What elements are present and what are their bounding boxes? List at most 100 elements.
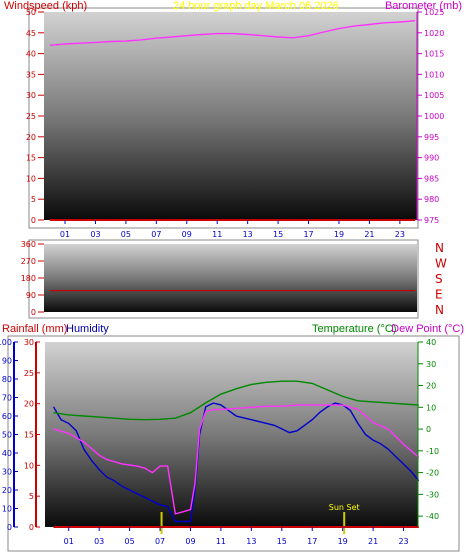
temperature-tick-label: -10 <box>426 447 439 456</box>
barometer-tick-label: 1005 <box>424 91 444 100</box>
direction-tick-label: 180 <box>21 274 36 283</box>
hour-tick-label: 05 <box>121 230 131 239</box>
hour-tick-label: 05 <box>125 537 135 546</box>
humidity-line <box>52 402 420 523</box>
sunset-label: Sun Set <box>329 503 360 512</box>
compass-label: W <box>435 257 447 271</box>
hour-tick-label: 21 <box>364 230 374 239</box>
barometer-tick-label: 985 <box>424 174 439 183</box>
hour-tick-label: 09 <box>182 230 192 239</box>
barometer-tick-label: 990 <box>424 154 439 163</box>
hour-tick-label: 15 <box>273 230 283 239</box>
temperature-tick-label: 40 <box>426 338 436 347</box>
humidity-tick-label: 50 <box>2 431 12 440</box>
hour-tick-label: 19 <box>334 230 344 239</box>
hour-tick-label: 17 <box>303 230 313 239</box>
humidity-tick-label: 90 <box>2 357 12 366</box>
humidity-tick-label: 30 <box>2 468 12 477</box>
windspeed-tick-label: 15 <box>26 154 36 163</box>
humidity-tick-label: 40 <box>2 449 12 458</box>
rainfall-tick-label: 20 <box>24 400 34 409</box>
wind-direction-plot-area <box>44 244 417 312</box>
windspeed-tick-label: 40 <box>26 50 36 59</box>
compass-label: E <box>435 288 443 302</box>
direction-tick-label: 0 <box>31 308 36 317</box>
hour-tick-label: 11 <box>212 230 222 239</box>
humidity-tick-label: 100 <box>0 338 12 347</box>
humidity-tick-label: 60 <box>2 412 12 421</box>
hour-tick-label: 13 <box>246 537 256 546</box>
rain-humidity-plot-area <box>45 342 418 527</box>
temperature-line <box>53 380 419 421</box>
rain-humidity-temperature-panel: Sun Set 0102030405060708090100 051015202… <box>0 323 464 552</box>
barometer-tick-label: 980 <box>424 195 439 204</box>
humidity-axis-label: Humidity <box>66 323 109 335</box>
windspeed-axis-label: Windspeed (kph) <box>4 0 87 12</box>
barometer-tick-label: 1010 <box>424 70 444 79</box>
barometer-tick-label: 975 <box>424 216 439 225</box>
barometer-tick-label: 995 <box>424 133 439 142</box>
humidity-tick-label: 70 <box>2 394 12 403</box>
dew-point-axis-label: Dew Point (°C) <box>391 323 464 335</box>
temperature-tick-label: 0 <box>426 425 431 434</box>
windspeed-tick-label: 25 <box>26 112 36 121</box>
dew-point-line <box>53 404 420 515</box>
temperature-tick-label: 30 <box>426 360 436 369</box>
direction-tick-label: 270 <box>21 257 36 266</box>
compass-label: S <box>435 272 443 286</box>
hour-tick-label: 23 <box>395 230 405 239</box>
windspeed-tick-label: 30 <box>26 91 36 100</box>
humidity-tick-label: 10 <box>2 505 12 514</box>
temperature-tick-label: -30 <box>426 490 439 499</box>
temperature-tick-label: 10 <box>426 403 436 412</box>
temperature-tick-label: -20 <box>426 469 439 478</box>
windspeed-tick-label: 50 <box>26 8 36 17</box>
hour-tick-label: 03 <box>90 230 100 239</box>
rainfall-tick-label: 30 <box>24 338 34 347</box>
hour-tick-label: 21 <box>368 537 378 546</box>
rainfall-tick-label: 5 <box>29 492 34 501</box>
barometer-line <box>49 20 416 46</box>
windspeed-tick-label: 35 <box>26 70 36 79</box>
barometer-tick-label: 1015 <box>424 50 444 59</box>
windspeed-tick-label: 45 <box>26 29 36 38</box>
rainfall-axis-label: Rainfall (mm) <box>2 323 67 335</box>
barometer-axis-label: Barometer (mb) <box>385 0 462 12</box>
rainfall-tick-label: 10 <box>24 461 34 470</box>
rainfall-tick-label: 25 <box>24 369 34 378</box>
hour-tick-label: 07 <box>151 230 161 239</box>
hour-tick-label: 01 <box>64 537 74 546</box>
hour-tick-label: 13 <box>243 230 253 239</box>
hour-tick-label: 15 <box>277 537 287 546</box>
barometer-tick-label: 1000 <box>424 112 444 121</box>
direction-tick-label: 360 <box>21 240 36 249</box>
humidity-tick-label: 20 <box>2 486 12 495</box>
direction-tick-label: 90 <box>26 291 36 300</box>
hour-tick-label: 07 <box>155 537 165 546</box>
hour-tick-label: 23 <box>398 537 408 546</box>
hour-tick-label: 01 <box>60 230 70 239</box>
windspeed-tick-label: 0 <box>31 216 36 225</box>
rainfall-tick-label: 15 <box>24 431 34 440</box>
graph-title: 24 hour graph day March 06 2026 <box>173 0 339 12</box>
windspeed-tick-label: 5 <box>31 195 36 204</box>
temperature-axis-label: Temperature (°C) <box>312 323 396 335</box>
barometer-tick-label: 1025 <box>424 8 444 17</box>
hour-tick-label: 09 <box>185 537 195 546</box>
compass-label: N <box>435 241 444 255</box>
temperature-tick-label: 20 <box>426 382 436 391</box>
humidity-tick-label: 0 <box>7 523 12 532</box>
windspeed-tick-label: 10 <box>26 174 36 183</box>
windspeed-tick-label: 20 <box>26 133 36 142</box>
hour-tick-label: 11 <box>216 537 226 546</box>
wind-barometer-plot-area <box>44 12 417 220</box>
barometer-tick-label: 1020 <box>424 29 444 38</box>
hour-tick-label: 17 <box>307 537 317 546</box>
humidity-tick-label: 80 <box>2 375 12 384</box>
hour-tick-label: 19 <box>338 537 348 546</box>
compass-label: N <box>435 303 444 317</box>
temperature-tick-label: -40 <box>426 512 439 521</box>
